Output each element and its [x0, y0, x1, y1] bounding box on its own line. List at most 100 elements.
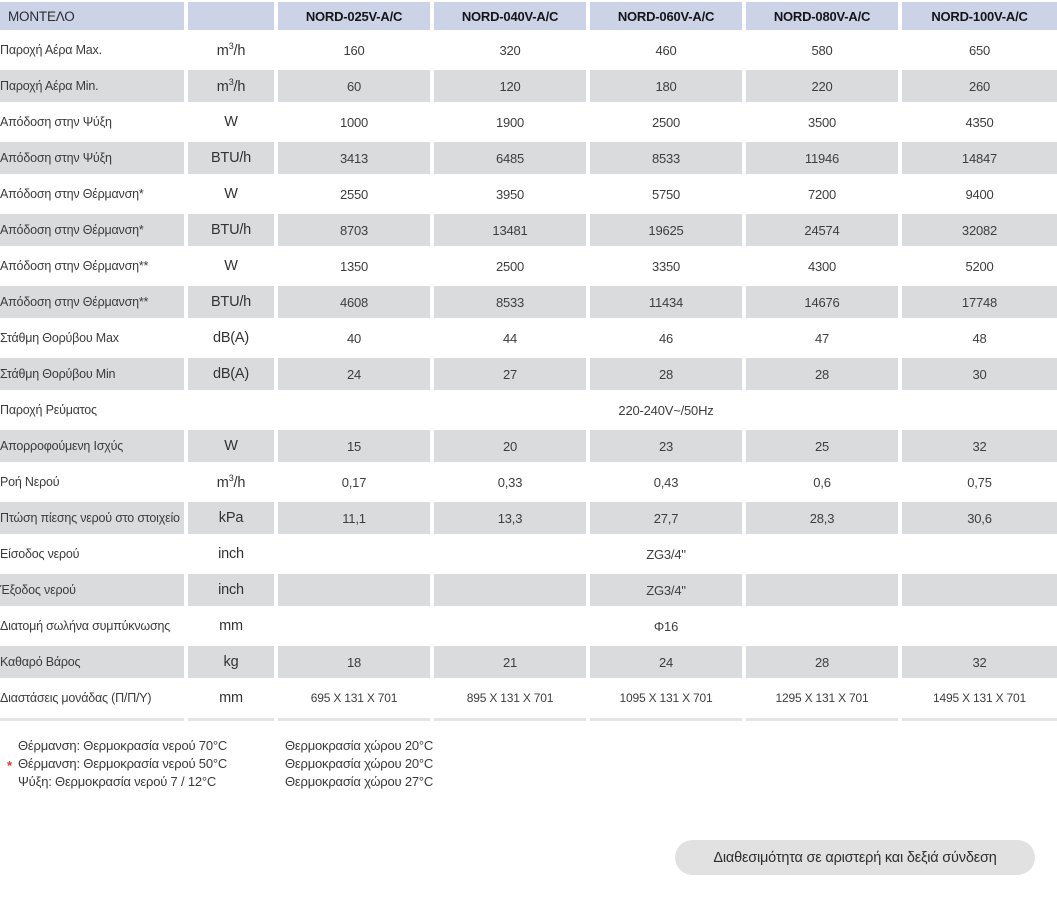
value-cell: 4300 [746, 250, 902, 286]
footnote-right-text: Θερμοκρασία χώρου 20°C [285, 756, 434, 771]
model-name-header: NORD-100V-A/C [902, 2, 1057, 34]
value-cell: 3950 [434, 178, 590, 214]
row-unit-cell: dB(A) [188, 358, 278, 394]
value-cell: 1295 X 131 X 701 [746, 682, 902, 718]
value-cell [746, 610, 902, 646]
value-cell: 4608 [278, 286, 434, 322]
spec-table: ΜΟΝΤΕΛΟ NORD-025V-A/C NORD-040V-A/C NORD-06… [0, 2, 1057, 721]
table-row: Παροχή Αέρα Min. m3/h 60 120 180 220 260 [0, 70, 1057, 106]
value-cell [902, 574, 1057, 610]
value-cell [434, 394, 590, 430]
footnote-left-text: Θέρμανση: Θερμοκρασία νερού 50°C [18, 756, 228, 771]
footnote-left-text: Θέρμανση: Θερμοκρασία νερού 70°C [18, 738, 228, 753]
row-label-cell: Απόδοση στην Θέρμανση** [0, 250, 188, 286]
table-header-row: ΜΟΝΤΕΛΟ NORD-025V-A/C NORD-040V-A/C NORD-06… [0, 2, 1057, 34]
value-cell: 30,6 [902, 502, 1057, 538]
edge-cell [902, 718, 1057, 721]
table-row: Απόδοση στην Ψύξη W 1000 1900 2500 3500 4350 [0, 106, 1057, 142]
row-unit-cell: m3/h [188, 466, 278, 502]
footnote-asterisk: * [7, 758, 12, 773]
value-cell: 44 [434, 322, 590, 358]
row-label-cell: Καθαρό Βάρος [0, 646, 188, 682]
footnote-line: Θέρμανση: Θερμοκρασία νερού 70°C Θερμοκρ… [18, 737, 1057, 755]
value-cell: 0,17 [278, 466, 434, 502]
table-row: Στάθμη Θορύβου Min dB(A) 24 27 28 28 30 [0, 358, 1057, 394]
value-cell [434, 574, 590, 610]
value-cell: 220 [746, 70, 902, 106]
merged-value-cell: ZG3/4" [590, 574, 746, 610]
row-unit-cell: m3/h [188, 34, 278, 70]
value-cell: 13,3 [434, 502, 590, 538]
table-row: Απόδοση στην Ψύξη BTU/h 3413 6485 8533 11946 1… [0, 142, 1057, 178]
value-cell: 40 [278, 322, 434, 358]
value-cell: 32 [902, 646, 1057, 682]
table-row: Απόδοση στην Θέρμανση** BTU/h 4608 8533 1143… [0, 286, 1057, 322]
row-unit-cell: inch [188, 538, 278, 574]
value-cell: 0,43 [590, 466, 746, 502]
row-label-cell: Είσοδος νερού [0, 538, 188, 574]
row-unit-cell [188, 394, 278, 430]
edge-cell [746, 718, 902, 721]
table-row: Διατομή σωλήνα συμπύκνωσης mm Φ16 [0, 610, 1057, 646]
value-cell: 3413 [278, 142, 434, 178]
unit-column-header [188, 2, 278, 34]
value-cell: 17748 [902, 286, 1057, 322]
row-unit-cell: BTU/h [188, 214, 278, 250]
value-cell: 460 [590, 34, 746, 70]
value-cell: 27,7 [590, 502, 746, 538]
merged-value-cell: 220-240V~/50Hz [590, 394, 746, 430]
value-cell: 11946 [746, 142, 902, 178]
value-cell: 0,75 [902, 466, 1057, 502]
row-label-cell: Πτώση πίεσης νερού στο στοιχείο [0, 502, 188, 538]
row-unit-cell: mm [188, 610, 278, 646]
value-cell: 1350 [278, 250, 434, 286]
model-name-header: NORD-080V-A/C [746, 2, 902, 34]
value-cell [278, 574, 434, 610]
row-unit-cell: dB(A) [188, 322, 278, 358]
value-cell: 8533 [434, 286, 590, 322]
row-unit-cell: kPa [188, 502, 278, 538]
value-cell: 260 [902, 70, 1057, 106]
table-row: Παροχή Ρεύματος 220-240V~/50Hz [0, 394, 1057, 430]
value-cell: 9400 [902, 178, 1057, 214]
value-cell: 24 [278, 358, 434, 394]
row-unit-cell: BTU/h [188, 286, 278, 322]
row-label-cell: Απόδοση στην Θέρμανση* [0, 214, 188, 250]
value-cell [746, 538, 902, 574]
table-row: Στάθμη Θορύβου Max dB(A) 40 44 46 47 48 [0, 322, 1057, 358]
value-cell [278, 538, 434, 574]
value-cell: 120 [434, 70, 590, 106]
table-row: Παροχή Αέρα Max. m3/h 160 320 460 580 650 [0, 34, 1057, 70]
value-cell: 0,6 [746, 466, 902, 502]
value-cell: 320 [434, 34, 590, 70]
value-cell: 7200 [746, 178, 902, 214]
value-cell: 32082 [902, 214, 1057, 250]
row-label-cell: Απόδοση στην Ψύξη [0, 142, 188, 178]
value-cell: 28 [590, 358, 746, 394]
value-cell: 47 [746, 322, 902, 358]
value-cell: 20 [434, 430, 590, 466]
value-cell: 180 [590, 70, 746, 106]
value-cell: 30 [902, 358, 1057, 394]
value-cell: 8703 [278, 214, 434, 250]
row-label-cell: Απόδοση στην Θέρμανση* [0, 178, 188, 214]
value-cell: 18 [278, 646, 434, 682]
value-cell: 0,33 [434, 466, 590, 502]
value-cell: 24 [590, 646, 746, 682]
value-cell: 23 [590, 430, 746, 466]
table-row: Απορροφούμενη Ισχύς W 15 20 23 25 32 [0, 430, 1057, 466]
row-label-cell: Έξοδος νερού [0, 574, 188, 610]
row-unit-cell: BTU/h [188, 142, 278, 178]
value-cell [434, 538, 590, 574]
merged-value-cell: ZG3/4" [590, 538, 746, 574]
table-row: Είσοδος νερού inch ZG3/4" [0, 538, 1057, 574]
value-cell: 24574 [746, 214, 902, 250]
availability-badge: Διαθεσιμότητα σε αριστερή και δεξιά σύνδ… [675, 840, 1035, 875]
row-label-cell: Παροχή Αέρα Max. [0, 34, 188, 70]
value-cell: 695 X 131 X 701 [278, 682, 434, 718]
table-row: Ροή Νερού m3/h 0,17 0,33 0,43 0,6 0,75 [0, 466, 1057, 502]
value-cell: 4350 [902, 106, 1057, 142]
row-label-cell: Παροχή Αέρα Min. [0, 70, 188, 106]
value-cell [746, 574, 902, 610]
row-label-cell: Στάθμη Θορύβου Max [0, 322, 188, 358]
